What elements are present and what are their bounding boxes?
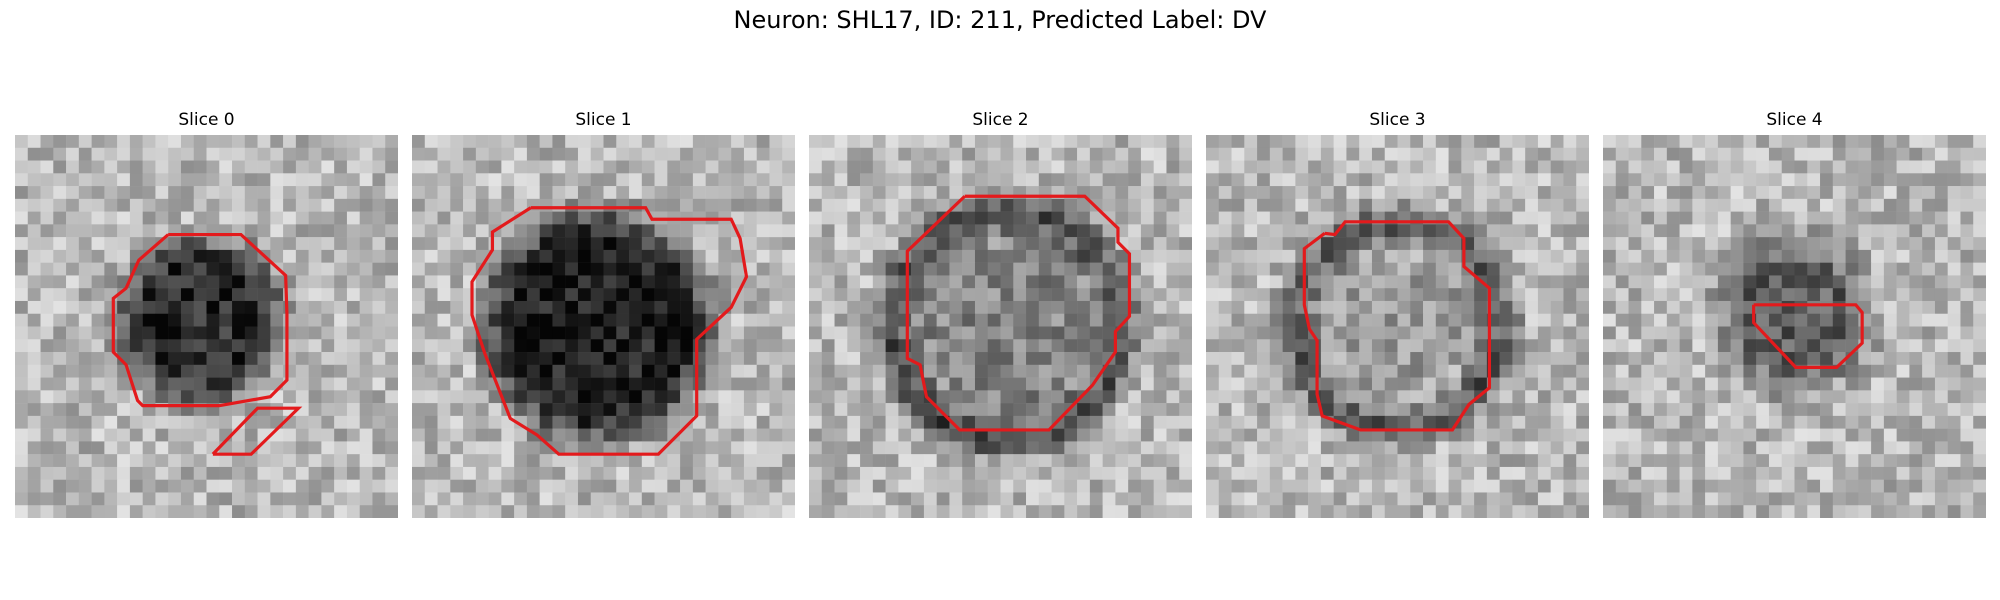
slice-panel-1: Slice 1 xyxy=(412,108,795,518)
slice-title: Slice 3 xyxy=(1369,110,1426,130)
slice-image xyxy=(412,135,795,518)
slice-image xyxy=(809,135,1192,518)
slice-panel-2: Slice 2 xyxy=(809,108,1192,518)
slice-title: Slice 4 xyxy=(1766,110,1823,130)
grayscale-pixels xyxy=(1206,135,1589,518)
roi-contour xyxy=(470,206,749,456)
roi-contour xyxy=(211,406,303,456)
grayscale-pixels xyxy=(15,135,398,518)
slice-panel-0: Slice 0 xyxy=(15,108,398,518)
figure-title: Neuron: SHL17, ID: 211, Predicted Label:… xyxy=(733,6,1267,34)
grayscale-pixels xyxy=(809,135,1192,518)
roi-contour xyxy=(1752,303,1864,369)
roi-contour xyxy=(905,194,1132,432)
grayscale-pixels xyxy=(1603,135,1986,518)
slice-image xyxy=(1603,135,1986,518)
slice-title: Slice 1 xyxy=(575,110,632,130)
roi-contour xyxy=(1302,220,1492,432)
slice-panel-3: Slice 3 xyxy=(1206,108,1589,518)
roi-contour xyxy=(111,232,289,408)
slice-title: Slice 2 xyxy=(972,110,1029,130)
slice-panel-4: Slice 4 xyxy=(1603,108,1986,518)
slice-title: Slice 0 xyxy=(178,110,235,130)
slice-image xyxy=(15,135,398,518)
slice-image xyxy=(1206,135,1589,518)
grayscale-pixels xyxy=(412,135,795,518)
